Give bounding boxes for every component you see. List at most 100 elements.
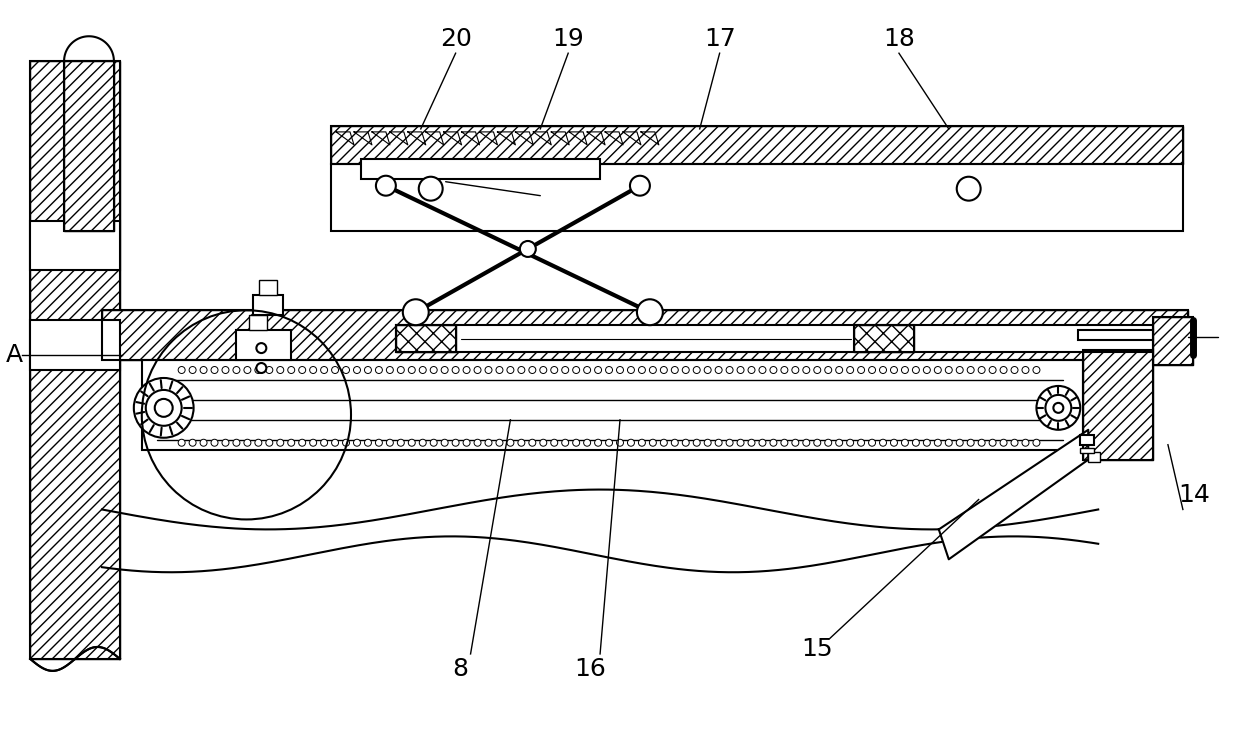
- Circle shape: [288, 439, 295, 447]
- Circle shape: [403, 299, 429, 325]
- Circle shape: [825, 439, 832, 447]
- Circle shape: [376, 176, 396, 195]
- Circle shape: [836, 439, 843, 447]
- Circle shape: [792, 366, 799, 374]
- Circle shape: [967, 366, 975, 374]
- Circle shape: [134, 378, 193, 438]
- Circle shape: [539, 439, 547, 447]
- Circle shape: [637, 299, 663, 325]
- Polygon shape: [939, 429, 1089, 559]
- Bar: [361, 159, 600, 179]
- Circle shape: [179, 439, 185, 447]
- Circle shape: [792, 439, 799, 447]
- Text: A: A: [6, 343, 22, 367]
- Circle shape: [737, 366, 744, 374]
- Bar: [1089, 452, 1100, 461]
- Circle shape: [518, 366, 525, 374]
- Circle shape: [945, 439, 952, 447]
- Circle shape: [1001, 439, 1007, 447]
- Circle shape: [890, 439, 898, 447]
- Circle shape: [616, 439, 624, 447]
- Circle shape: [836, 366, 843, 374]
- Circle shape: [901, 439, 909, 447]
- Bar: [1084, 350, 1153, 460]
- Bar: [30, 221, 120, 270]
- Circle shape: [1011, 366, 1018, 374]
- Bar: [331, 163, 1183, 230]
- Circle shape: [562, 366, 569, 374]
- Bar: [30, 61, 120, 659]
- Bar: [237, 330, 291, 360]
- Bar: [396, 325, 1153, 352]
- Bar: [64, 61, 114, 230]
- Circle shape: [321, 366, 327, 374]
- Circle shape: [957, 177, 981, 201]
- Circle shape: [200, 366, 207, 374]
- Circle shape: [627, 366, 635, 374]
- Circle shape: [781, 439, 787, 447]
- Circle shape: [353, 366, 361, 374]
- Circle shape: [682, 366, 689, 374]
- Circle shape: [211, 366, 218, 374]
- Circle shape: [650, 439, 656, 447]
- Circle shape: [342, 366, 350, 374]
- Circle shape: [1001, 366, 1007, 374]
- Circle shape: [1045, 395, 1071, 421]
- Circle shape: [453, 366, 459, 374]
- Circle shape: [222, 439, 229, 447]
- Circle shape: [813, 439, 821, 447]
- Circle shape: [1022, 439, 1029, 447]
- Circle shape: [397, 439, 404, 447]
- Circle shape: [463, 366, 470, 374]
- Circle shape: [858, 439, 864, 447]
- Circle shape: [759, 439, 766, 447]
- Circle shape: [265, 366, 273, 374]
- Circle shape: [802, 439, 810, 447]
- Circle shape: [387, 366, 393, 374]
- Text: 16: 16: [574, 657, 606, 681]
- Circle shape: [520, 241, 536, 257]
- Circle shape: [257, 343, 267, 353]
- Circle shape: [879, 366, 887, 374]
- Circle shape: [255, 439, 262, 447]
- Circle shape: [813, 366, 821, 374]
- Circle shape: [924, 439, 930, 447]
- Circle shape: [310, 439, 316, 447]
- Text: 19: 19: [552, 27, 584, 51]
- Circle shape: [737, 439, 744, 447]
- Circle shape: [595, 366, 601, 374]
- Circle shape: [990, 366, 996, 374]
- Bar: [253, 295, 283, 315]
- Circle shape: [945, 366, 952, 374]
- Bar: [854, 325, 914, 352]
- Text: 8: 8: [453, 657, 469, 681]
- Circle shape: [727, 439, 733, 447]
- Circle shape: [474, 439, 481, 447]
- Circle shape: [310, 366, 316, 374]
- Circle shape: [913, 439, 919, 447]
- Circle shape: [496, 439, 503, 447]
- Circle shape: [200, 439, 207, 447]
- Circle shape: [1011, 439, 1018, 447]
- Bar: [1079, 330, 1153, 340]
- Circle shape: [825, 366, 832, 374]
- Circle shape: [233, 366, 239, 374]
- Circle shape: [627, 439, 635, 447]
- Circle shape: [868, 366, 875, 374]
- Circle shape: [901, 366, 909, 374]
- Circle shape: [1033, 439, 1040, 447]
- Circle shape: [704, 366, 712, 374]
- Bar: [249, 315, 268, 330]
- Circle shape: [605, 439, 613, 447]
- Bar: [396, 325, 455, 352]
- Circle shape: [715, 439, 722, 447]
- Circle shape: [661, 439, 667, 447]
- Circle shape: [179, 366, 185, 374]
- Circle shape: [257, 363, 267, 373]
- Circle shape: [539, 366, 547, 374]
- Circle shape: [1033, 366, 1040, 374]
- Bar: [1084, 350, 1153, 460]
- Circle shape: [770, 439, 777, 447]
- Circle shape: [485, 439, 492, 447]
- Circle shape: [376, 439, 382, 447]
